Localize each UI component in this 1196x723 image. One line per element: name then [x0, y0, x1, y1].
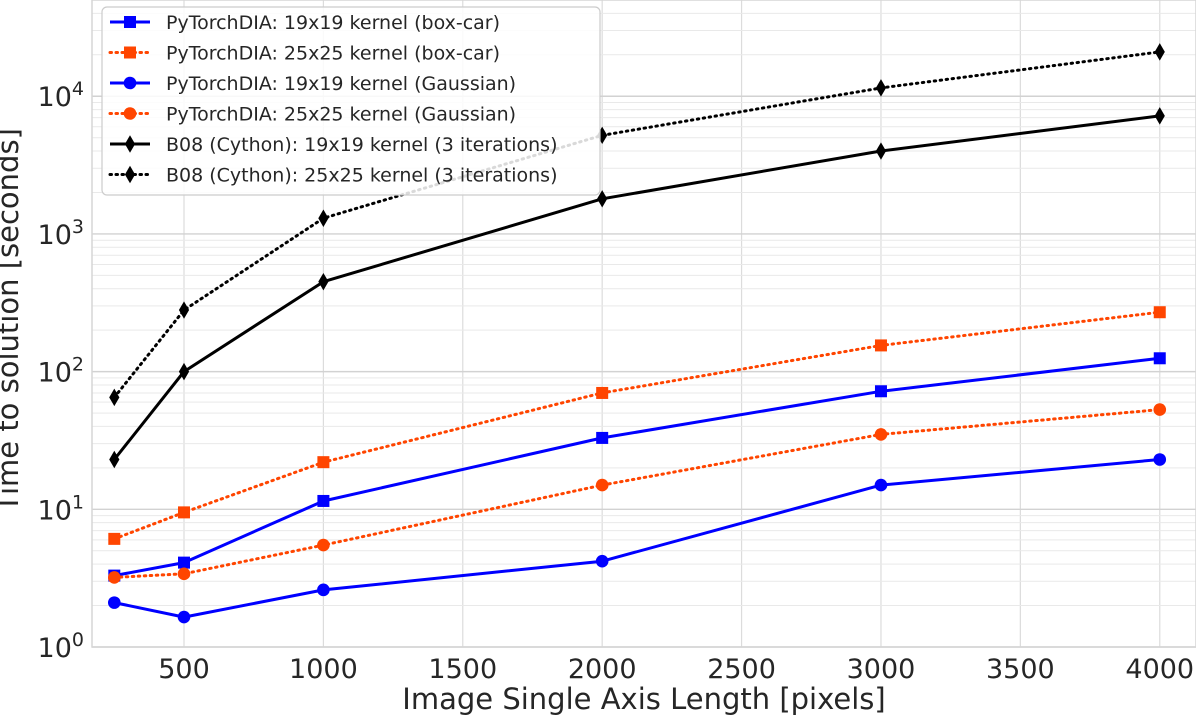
legend-entry: PyTorchDIA: 25x25 kernel (box-car): [108, 43, 500, 65]
data-point: [124, 165, 136, 184]
legend-entry: B08 (Cython): 25x25 kernel (3 iterations…: [108, 165, 558, 187]
y-tick-label: 104: [38, 78, 84, 113]
legend-label: PyTorchDIA: 19x19 kernel (box-car): [166, 12, 500, 34]
data-point: [124, 46, 136, 59]
data-point: [317, 538, 330, 552]
data-point: [109, 450, 120, 469]
data-point: [318, 209, 329, 227]
data-point: [874, 385, 887, 398]
series: [109, 107, 1165, 469]
data-point: [596, 431, 609, 444]
data-point: [317, 494, 330, 507]
series-line: [113, 114, 1160, 461]
series: [108, 306, 1166, 545]
data-point: [1153, 403, 1167, 416]
data-point: [318, 272, 329, 291]
data-point: [1154, 43, 1165, 61]
legend-entry: PyTorchDIA: 25x25 kernel (Gaussian): [108, 104, 516, 126]
y-tick-label: 100: [38, 629, 84, 664]
y-tick-label: 102: [38, 354, 84, 389]
series: [109, 43, 1165, 407]
data-point: [108, 596, 121, 609]
legend: PyTorchDIA: 19x19 kernel (box-car) PyTorc…: [101, 6, 601, 196]
data-point: [317, 456, 330, 469]
legend-label: PyTorchDIA: 19x19 kernel (Gaussian): [166, 73, 516, 95]
series-line: [112, 50, 1162, 399]
data-point: [1153, 352, 1166, 365]
data-point: [177, 567, 191, 581]
y-tick-label: 101: [38, 491, 84, 526]
legend-box: [101, 6, 601, 196]
legend-label: PyTorchDIA: 25x25 kernel (box-car): [166, 43, 500, 65]
series: [108, 403, 1167, 584]
x-tick-label: 2000: [568, 654, 637, 685]
data-point: [1154, 107, 1165, 125]
series-line: [112, 408, 1162, 579]
legend-label: PyTorchDIA: 25x25 kernel (Gaussian): [166, 104, 516, 126]
y-tick-label: 103: [38, 216, 84, 251]
data-point: [178, 506, 190, 519]
x-axis-label: Image Single Axis Length [pixels]: [402, 682, 885, 716]
x-tick-label: 1000: [289, 654, 358, 685]
data-point: [109, 388, 120, 407]
x-tick-label: 2500: [707, 654, 776, 685]
data-point: [108, 532, 121, 545]
series-line: [112, 310, 1162, 541]
data-point: [178, 556, 190, 569]
legend-label: B08 (Cython): 19x19 kernel (3 iterations…: [166, 134, 558, 156]
y-axis-ticks: 100 101 102 103 104: [38, 78, 84, 664]
data-point: [178, 362, 190, 381]
data-point: [596, 386, 609, 399]
x-tick-label: 1500: [428, 654, 497, 685]
series-layer: [108, 43, 1167, 624]
data-point: [178, 301, 190, 319]
data-point: [597, 190, 608, 208]
data-point: [595, 478, 609, 492]
x-tick-label: 3000: [847, 654, 916, 685]
data-point: [108, 571, 121, 584]
data-point: [595, 554, 609, 568]
data-point: [874, 339, 887, 352]
legend-entry: PyTorchDIA: 19x19 kernel (box-car): [110, 12, 500, 34]
x-tick-label: 3500: [986, 654, 1055, 685]
series-line: [114, 356, 1160, 578]
legend-entry: PyTorchDIA: 19x19 kernel (Gaussian): [110, 73, 516, 95]
series-line: [113, 458, 1160, 619]
data-point: [875, 79, 887, 97]
x-axis-ticks: 500 1000 1500 2000 2500 3000 3500 4000: [158, 654, 1194, 685]
data-point: [177, 610, 191, 624]
data-point: [123, 107, 137, 120]
y-axis-label: Time to solution [seconds]: [0, 128, 25, 513]
data-point: [317, 583, 330, 597]
data-point: [875, 142, 887, 160]
legend-entry: B08 (Cython): 19x19 kernel (3 iterations…: [110, 134, 558, 156]
x-tick-label: 500: [158, 654, 210, 685]
plot-area: [91, 0, 1196, 648]
data-point: [874, 478, 888, 492]
data-point: [1153, 306, 1166, 319]
data-point: [124, 135, 136, 153]
legend-label: B08 (Cython): 25x25 kernel (3 iterations…: [166, 165, 558, 187]
series: [108, 453, 1167, 624]
data-point: [124, 16, 136, 28]
data-point: [123, 76, 137, 90]
data-point: [1153, 453, 1167, 466]
data-point: [874, 428, 888, 441]
x-tick-label: 4000: [1125, 654, 1194, 685]
